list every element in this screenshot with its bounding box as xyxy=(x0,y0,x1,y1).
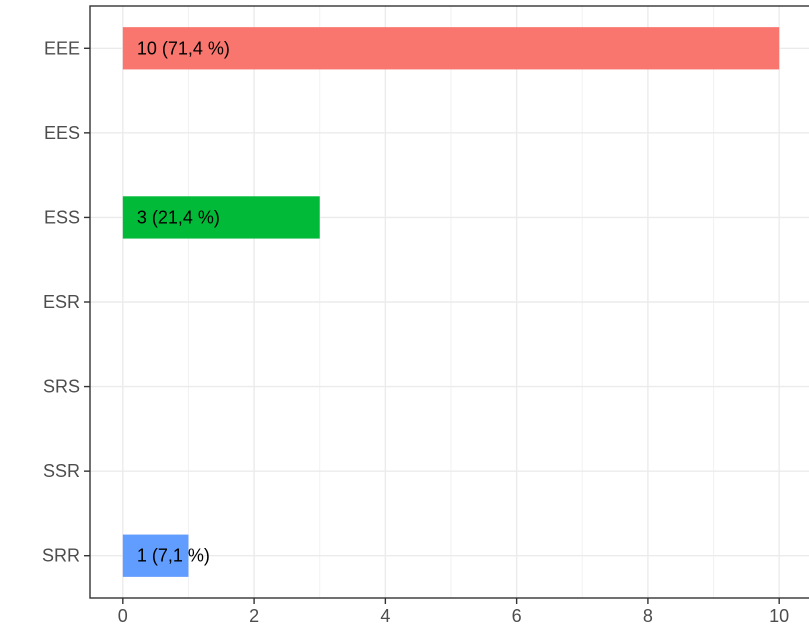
major-gridlines xyxy=(90,6,809,598)
x-tick-label: 8 xyxy=(643,606,653,626)
y-tick-label: SSR xyxy=(43,461,80,481)
bars xyxy=(122,27,780,577)
bar-eee xyxy=(122,27,780,70)
bar-srr xyxy=(122,534,189,577)
bar-label-ess: 3 (21,4 %) xyxy=(137,207,220,227)
y-tick-label: ESS xyxy=(44,207,80,227)
y-tick-label: SRR xyxy=(42,546,80,566)
bar-ess xyxy=(122,196,320,239)
bar-labels: 10 (71,4 %) 3 (21,4 %) 1 (7,1 %) xyxy=(137,38,230,565)
x-axis: 0 2 4 6 8 10 xyxy=(118,598,789,626)
y-tick-label: ESR xyxy=(43,292,80,312)
x-tick-label: 6 xyxy=(512,606,522,626)
bar-label-eee: 10 (71,4 %) xyxy=(137,38,230,58)
x-tick-label: 4 xyxy=(380,606,390,626)
y-tick-label: EES xyxy=(44,123,80,143)
y-tick-label: EEE xyxy=(44,38,80,58)
y-axis: EEE EES ESS ESR SRS SSR SRR xyxy=(42,38,90,566)
x-tick-label: 2 xyxy=(249,606,259,626)
x-tick-label: 0 xyxy=(118,606,128,626)
x-tick-label: 10 xyxy=(769,606,789,626)
bar-label-srr: 1 (7,1 %) xyxy=(137,546,210,566)
y-tick-label: SRS xyxy=(43,377,80,397)
